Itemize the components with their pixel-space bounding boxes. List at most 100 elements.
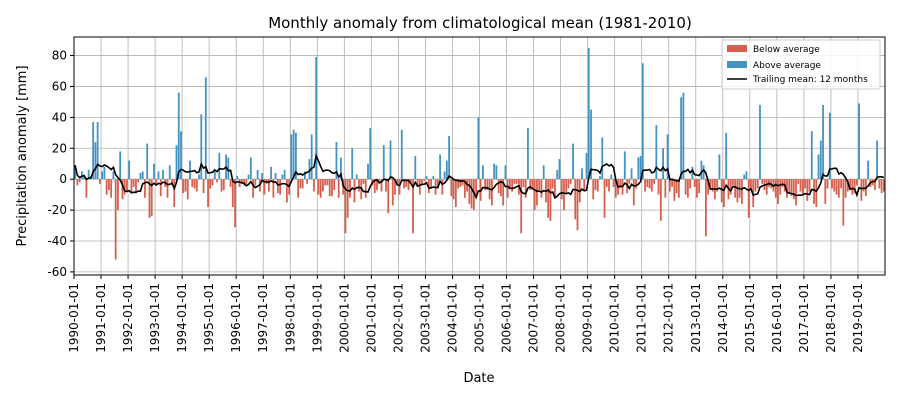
bar-below <box>596 179 599 192</box>
bar-above <box>274 173 277 180</box>
bar-below <box>603 179 606 218</box>
bar-below <box>729 179 732 195</box>
bar-below <box>229 179 232 187</box>
bar-below <box>301 179 304 189</box>
y-tick-label: 80 <box>52 49 67 63</box>
bar-below <box>222 179 225 190</box>
bar-below <box>686 179 689 198</box>
bar-above <box>655 125 658 180</box>
bar-below <box>509 179 511 189</box>
bar-above <box>630 168 633 180</box>
bar-below <box>123 179 126 195</box>
bar-below <box>349 179 351 198</box>
bar-above <box>448 135 450 180</box>
bar-above <box>639 156 642 180</box>
x-tick-label: 1998-01-01 <box>283 283 297 353</box>
bar-below <box>207 179 209 207</box>
bar-above <box>213 169 216 180</box>
bar-below <box>454 179 457 207</box>
bar-below <box>472 179 475 211</box>
bar-below <box>695 179 698 198</box>
bar-above <box>141 171 144 180</box>
x-tick-label: 2013-01-01 <box>689 283 703 353</box>
bar-below <box>605 179 608 187</box>
bar-below <box>551 179 554 189</box>
bar-below <box>166 179 169 198</box>
x-tick-label: 2002-01-01 <box>391 283 405 353</box>
bar-below <box>234 179 236 228</box>
bar-below <box>243 179 245 186</box>
bar-below <box>452 179 455 200</box>
bar-below <box>788 179 791 194</box>
bar-above <box>666 134 669 180</box>
bar-above <box>745 171 748 180</box>
bar-below <box>849 179 851 190</box>
bar-below <box>457 179 459 189</box>
bar-above <box>198 174 200 180</box>
bar-below <box>137 179 140 183</box>
bar-below <box>461 179 464 186</box>
bar-above <box>162 169 164 180</box>
bar-above <box>504 165 507 180</box>
bar-below <box>774 179 777 198</box>
bar-below <box>511 179 514 192</box>
bar-below <box>520 179 523 234</box>
bar-below <box>549 179 552 221</box>
bar-below <box>398 179 401 195</box>
bar-below <box>592 179 595 200</box>
legend-box <box>721 39 881 90</box>
bar-above <box>700 160 703 180</box>
bar-below <box>463 179 466 198</box>
bar-below <box>855 179 858 186</box>
bar-below <box>668 179 671 192</box>
bar-below <box>337 179 340 198</box>
bar-below <box>326 179 329 186</box>
bar-below <box>693 179 696 187</box>
y-tick-label: 60 <box>52 79 67 93</box>
x-tick-label: 2016-01-01 <box>770 283 784 353</box>
bar-above <box>439 154 441 180</box>
bar-below <box>797 179 800 184</box>
bar-below <box>614 179 617 198</box>
bar-below <box>567 179 570 189</box>
bar-above <box>425 176 428 180</box>
trailing-mean-line <box>74 153 885 200</box>
bar-above <box>74 165 77 180</box>
bar-above <box>367 163 369 180</box>
bar-above <box>340 157 342 180</box>
bar-below <box>576 179 579 231</box>
bar-below <box>795 179 797 206</box>
bar-above <box>101 171 104 180</box>
x-tick-label: 2008-01-01 <box>554 283 568 353</box>
bar-above <box>527 128 529 180</box>
bar-above <box>308 159 311 180</box>
bar-below <box>754 179 757 192</box>
legend-label-above: Above average <box>753 61 821 71</box>
bar-below <box>412 179 414 234</box>
bar-below <box>594 179 597 190</box>
bar-below <box>761 179 764 184</box>
bar-below <box>144 179 146 198</box>
bar-below <box>632 179 635 206</box>
bar-above <box>168 165 171 180</box>
bar-above <box>817 154 820 180</box>
x-tick-label: 2014-01-01 <box>716 283 730 353</box>
bar-below <box>173 179 176 207</box>
bar-above <box>876 140 879 180</box>
bar-above <box>249 157 252 180</box>
bar-below <box>358 179 360 192</box>
x-tick-label: 1999-01-01 <box>310 283 324 353</box>
bar-below <box>664 179 667 198</box>
x-axis: 1990-01-01 1991-01-01 1992-01-01 1993-01-01… <box>67 275 865 353</box>
bar-above <box>87 169 90 180</box>
bar-below <box>376 179 378 190</box>
bar-below <box>799 179 802 192</box>
x-tick-label: 1993-01-01 <box>148 283 162 353</box>
bar-below <box>533 179 536 211</box>
bar-below <box>790 179 793 197</box>
x-tick-label: 2011-01-01 <box>635 283 649 353</box>
bar-below <box>628 179 631 184</box>
bar-above <box>432 176 435 180</box>
bar-below <box>677 179 680 198</box>
bar-below <box>698 179 701 194</box>
